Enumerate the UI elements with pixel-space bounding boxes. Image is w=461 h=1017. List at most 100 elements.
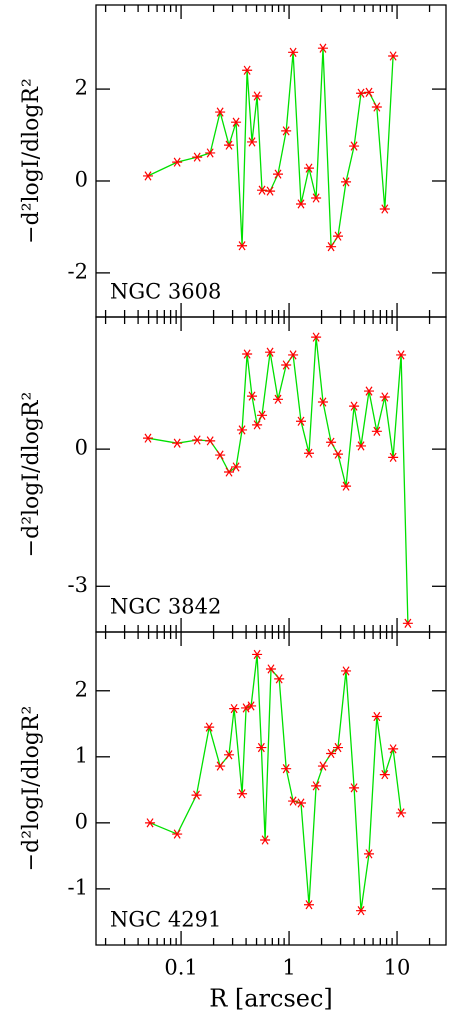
asterisk-marker — [224, 140, 235, 150]
asterisk-marker — [246, 701, 257, 711]
asterisk-marker — [143, 433, 153, 443]
y-tick-label: 2 — [75, 76, 88, 100]
asterisk-marker — [247, 137, 258, 147]
asterisk-marker — [296, 199, 307, 209]
asterisk-marker — [341, 666, 352, 676]
asterisk-marker — [215, 450, 226, 460]
asterisk-marker — [288, 350, 299, 360]
asterisk-marker — [145, 818, 156, 828]
asterisk-marker — [231, 117, 242, 127]
data-line — [147, 337, 409, 624]
asterisk-marker — [304, 163, 315, 173]
x-axis-label: R [arcsec] — [209, 985, 333, 1013]
asterisk-marker — [288, 47, 299, 57]
asterisk-marker — [252, 420, 263, 430]
asterisk-marker — [402, 618, 413, 628]
panel-label: NGC 4291 — [110, 908, 221, 932]
y-tick-label: 1 — [75, 743, 88, 767]
asterisk-marker — [296, 416, 307, 426]
data-line — [147, 48, 394, 249]
asterisk-marker — [237, 241, 248, 251]
asterisk-marker — [326, 748, 337, 759]
asterisk-marker — [237, 789, 248, 799]
asterisk-marker — [364, 87, 375, 97]
asterisk-marker — [260, 835, 271, 845]
asterisk-marker — [326, 242, 337, 252]
asterisk-marker — [205, 436, 216, 446]
asterisk-marker — [317, 43, 328, 53]
asterisk-marker — [371, 102, 382, 112]
asterisk-marker — [224, 467, 235, 477]
asterisk-marker — [229, 703, 240, 714]
asterisk-marker — [296, 798, 307, 808]
asterisk-marker — [396, 350, 407, 360]
x-tick-label: 0.1 — [164, 956, 197, 980]
y-tick-label: -3 — [68, 573, 88, 597]
asterisk-marker — [356, 441, 367, 451]
asterisk-marker — [231, 462, 242, 472]
asterisk-marker — [364, 849, 375, 859]
panel-label: NGC 3608 — [110, 280, 221, 304]
asterisk-marker — [304, 448, 315, 458]
asterisk-marker — [257, 185, 268, 195]
asterisk-marker — [349, 401, 360, 411]
x-tick-label: 1 — [282, 956, 295, 980]
asterisk-marker — [281, 360, 292, 370]
asterisk-marker — [265, 347, 276, 357]
asterisk-marker — [281, 764, 292, 774]
asterisk-marker — [356, 88, 367, 98]
asterisk-marker — [224, 750, 235, 760]
asterisk-marker — [242, 349, 253, 359]
asterisk-marker — [273, 169, 284, 179]
asterisk-marker — [333, 742, 344, 753]
asterisk-marker — [379, 204, 390, 214]
y-tick-label: -2 — [68, 259, 88, 283]
asterisk-marker — [364, 386, 375, 396]
asterisk-marker — [192, 435, 203, 445]
y-tick-label: 0 — [75, 167, 88, 191]
asterisk-marker — [371, 426, 382, 436]
asterisk-marker — [311, 332, 322, 342]
asterisk-marker — [341, 481, 352, 491]
asterisk-marker — [288, 796, 299, 806]
asterisk-marker — [237, 425, 248, 435]
asterisk-marker — [311, 193, 322, 203]
asterisk-marker — [396, 808, 407, 818]
asterisk-marker — [333, 449, 344, 459]
asterisk-marker — [371, 711, 382, 722]
asterisk-marker — [204, 722, 215, 732]
asterisk-marker — [256, 742, 267, 753]
plot-frame — [95, 316, 447, 633]
asterisk-marker — [326, 437, 337, 447]
asterisk-marker — [265, 664, 276, 674]
plot-frame — [95, 631, 447, 946]
x-tick-label: 10 — [384, 956, 411, 980]
asterisk-marker — [349, 141, 360, 151]
asterisk-marker — [379, 392, 390, 402]
asterisk-marker — [349, 783, 360, 793]
asterisk-marker — [265, 186, 276, 196]
asterisk-marker — [311, 781, 322, 791]
y-tick-label: 2 — [75, 677, 88, 701]
asterisk-marker — [252, 91, 263, 101]
plot-frame — [95, 4, 447, 318]
asterisk-marker — [215, 761, 226, 771]
asterisk-marker — [333, 231, 344, 241]
y-axis-label: −d²logI/dlogR² — [19, 78, 44, 244]
asterisk-marker — [317, 397, 328, 407]
asterisk-marker — [191, 790, 202, 800]
asterisk-marker — [281, 126, 292, 136]
asterisk-marker — [247, 391, 258, 401]
asterisk-marker — [143, 171, 153, 181]
asterisk-marker — [274, 674, 285, 684]
asterisk-marker — [356, 906, 367, 916]
asterisk-marker — [388, 51, 399, 61]
y-axis-label: −d²logI/dlogR² — [19, 392, 44, 558]
y-tick-label: 0 — [75, 436, 88, 460]
asterisk-marker — [388, 744, 399, 754]
asterisk-marker — [242, 65, 253, 75]
asterisk-marker — [215, 107, 226, 117]
asterisk-marker — [172, 157, 183, 167]
asterisk-marker — [379, 769, 390, 780]
